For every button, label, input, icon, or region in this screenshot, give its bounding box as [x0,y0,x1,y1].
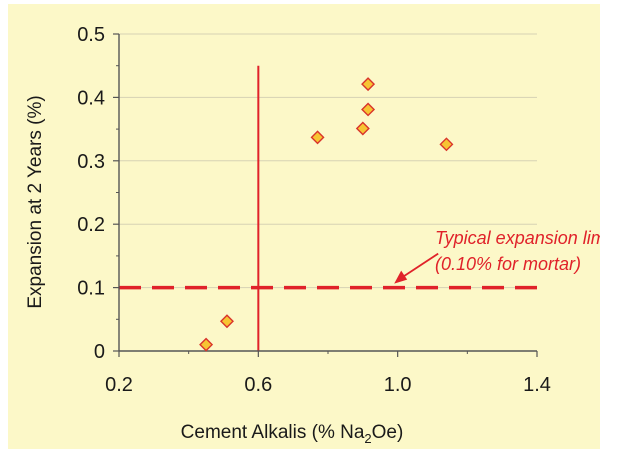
y-tick-label: 0.3 [77,151,105,173]
annotation: Typical expansion limit (0.10% for morta… [394,228,600,284]
annotation-arrow-line [399,252,439,280]
x-tick-label: 0.2 [105,374,133,396]
reference-lines [119,65,537,351]
annotation-arrow-head [394,270,408,284]
data-points [199,77,454,352]
x-tick-label: 1.0 [384,374,412,396]
x-tick-label: 0.6 [244,374,272,396]
scatter-chart: 0 0.1 0.2 0.3 0.4 0.5 0.2 0.6 1.0 1.4 Expansion a… [25,24,600,446]
x-axis-title-subscript: 2 [364,431,371,446]
y-tick-label: 0.5 [77,24,105,46]
data-point-marker [439,137,454,152]
y-tick-label: 0.1 [77,278,105,300]
data-point-marker [310,130,325,145]
data-point-marker [361,77,376,92]
chart-panel: 0 0.1 0.2 0.3 0.4 0.5 0.2 0.6 1.0 1.4 Expansion a… [8,4,600,449]
annotation-line-2: (0.10% for mortar) [435,254,581,274]
data-point-marker [199,337,214,352]
x-axis-title-main: Cement Alkalis (% Na [181,422,365,443]
data-point-marker [355,121,370,136]
axes [113,33,538,357]
data-point-marker [361,102,376,117]
x-axis-title: Cement Alkalis (% Na2Oe) [181,422,404,446]
data-point-marker [219,314,234,329]
x-axis-title-tail: Oe) [372,422,404,443]
x-tick-label: 1.4 [523,374,551,396]
y-tick-label: 0 [94,341,105,363]
annotation-line-1: Typical expansion limit [435,228,600,248]
tick-labels: 0 0.1 0.2 0.3 0.4 0.5 0.2 0.6 1.0 1.4 [77,24,551,396]
y-tick-label: 0.4 [77,87,105,109]
y-tick-label: 0.2 [77,214,105,236]
y-axis-title: Expansion at 2 Years (%) [25,95,46,308]
grid-lines [119,33,537,289]
